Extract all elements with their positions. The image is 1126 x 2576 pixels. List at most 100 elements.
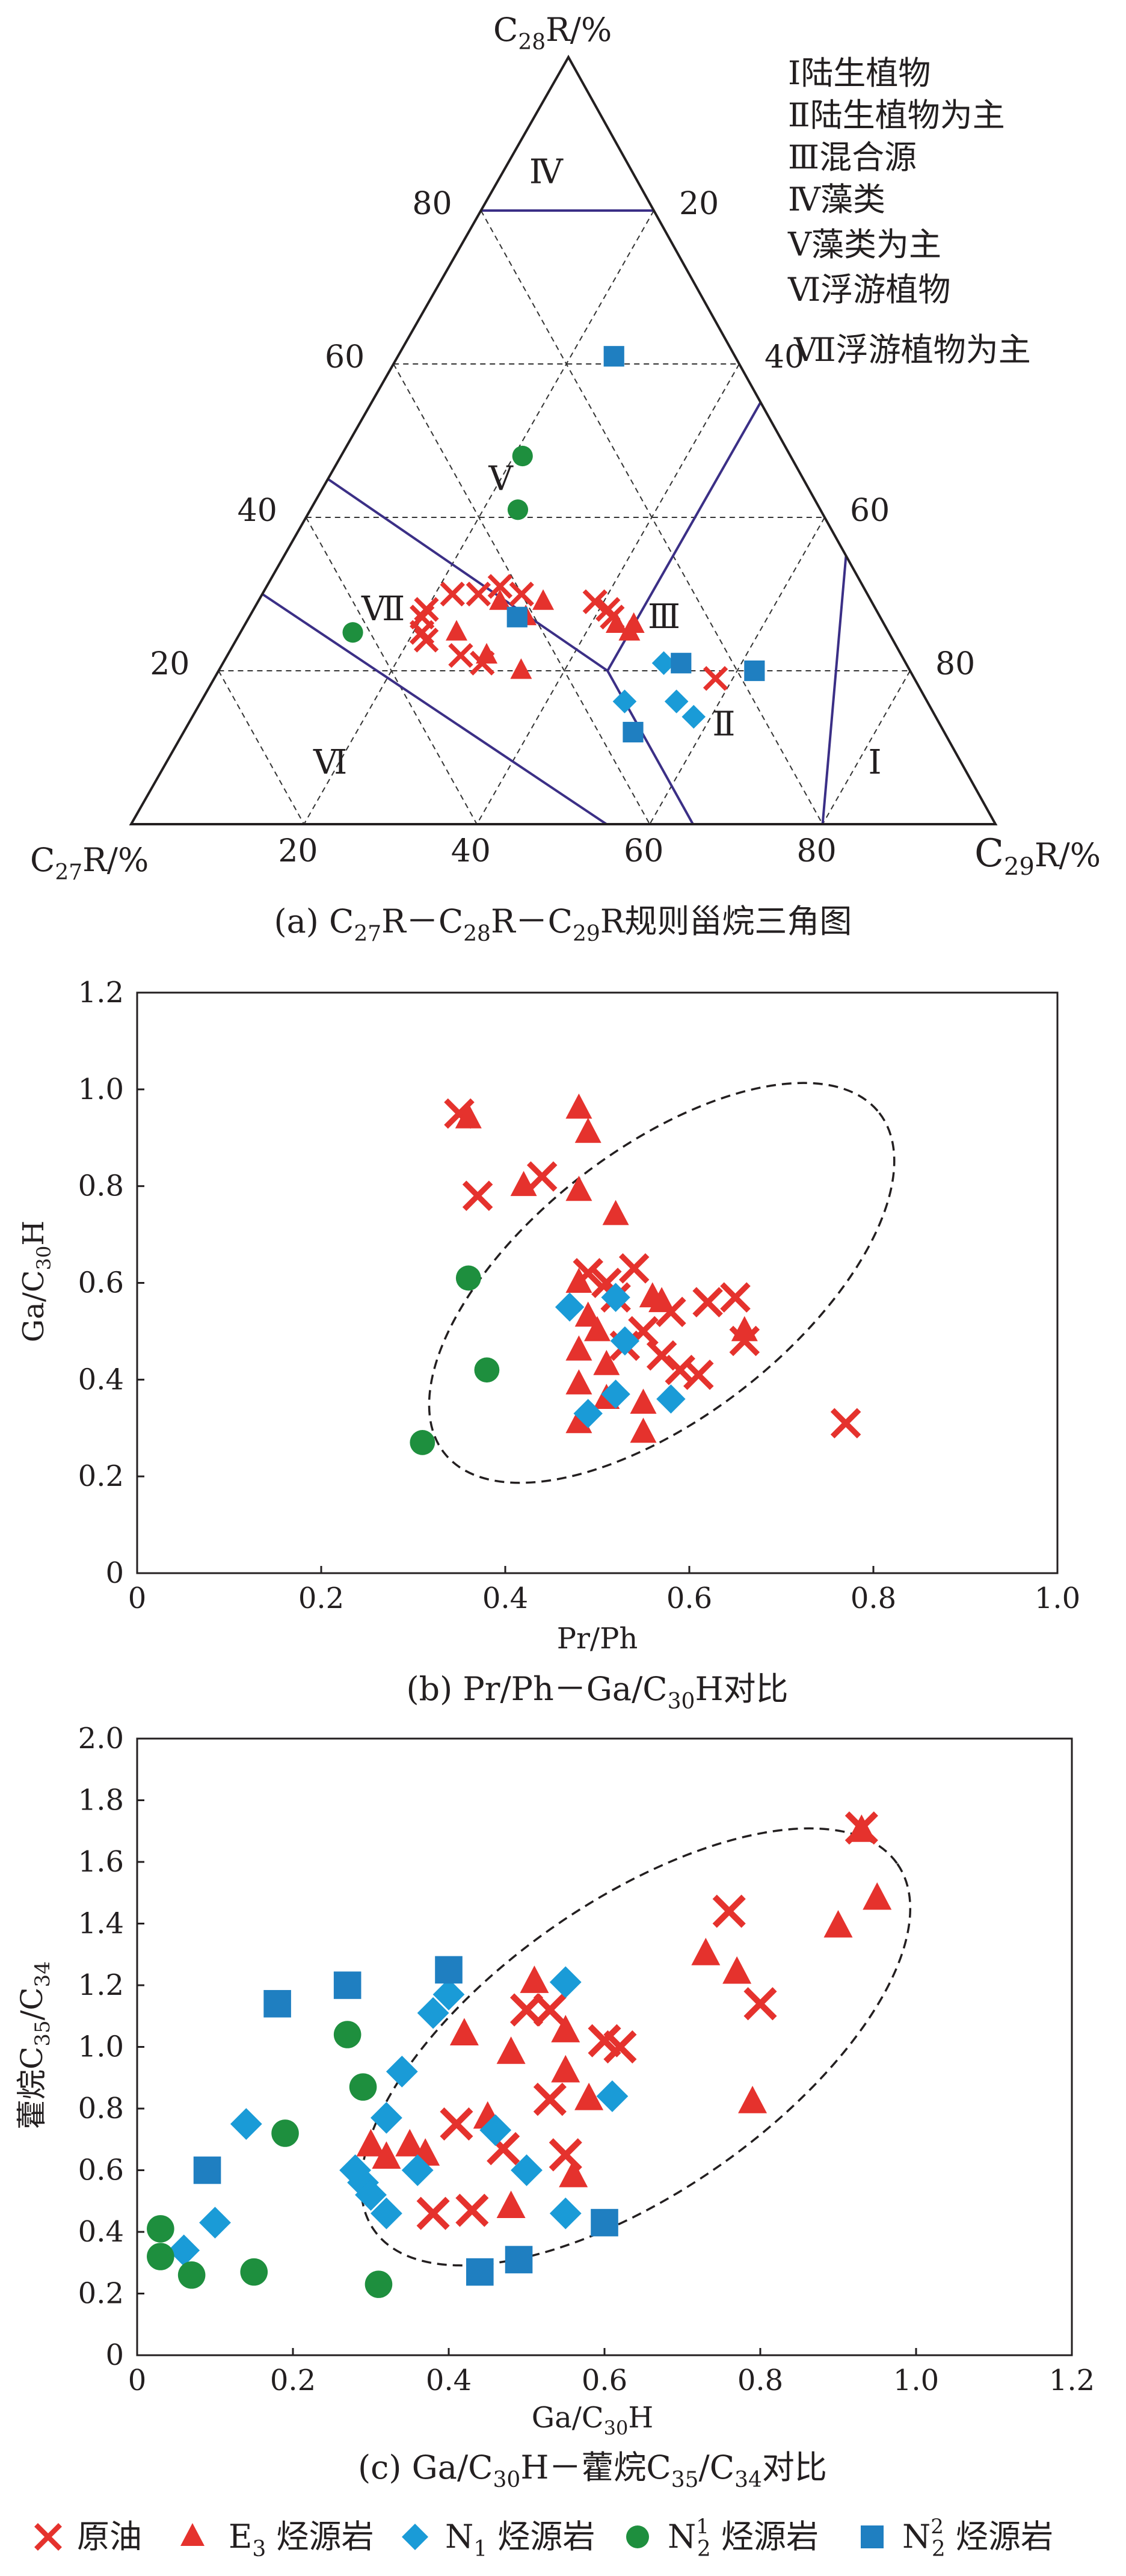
square-marker	[263, 1989, 291, 2018]
scatter-chart-b: 0 0.2 0.4 0.6 0.8 1.0 0 0.2 0.4 0.6 0.8 1.0 1.2 Pr/P…	[17, 976, 1080, 1714]
x-tick-label: 0.4	[482, 1582, 528, 1615]
x-marker	[416, 2196, 450, 2230]
x-marker	[830, 1408, 861, 1438]
diamond-marker	[168, 2234, 200, 2267]
apex-label-c27: C27R/%	[30, 841, 149, 885]
tick-label-left: 20	[150, 646, 189, 682]
triangle-marker	[863, 1882, 892, 1910]
diamond-marker	[511, 2154, 543, 2186]
y-tick-label: 0.8	[78, 1169, 124, 1203]
triangle-marker	[532, 589, 555, 610]
triangle-marker	[565, 1408, 592, 1434]
circle-marker	[240, 2258, 268, 2286]
triangle-marker	[648, 1287, 675, 1313]
x-marker-stroke	[526, 1161, 558, 1192]
x-marker-stroke	[600, 605, 625, 630]
x-marker-stroke	[440, 2107, 473, 2141]
x-marker-stroke	[533, 1993, 567, 2027]
tick-label-left: 40	[238, 493, 277, 529]
data-points-b	[410, 1093, 861, 1455]
tick-label-bottom: 60	[624, 833, 663, 869]
x-marker	[34, 2523, 62, 2551]
x-marker	[743, 1987, 777, 2021]
diamond-marker	[601, 1283, 630, 1312]
triangle-marker	[565, 1176, 592, 1201]
zone-boundary	[261, 593, 608, 825]
triangle-marker	[623, 612, 645, 633]
caption-c: (c) Ga/C30H－藿烷C35/C34对比	[358, 2448, 827, 2492]
square-marker	[505, 2246, 533, 2273]
zone-label: Ⅱ	[712, 704, 735, 744]
caption-b: (b) Pr/Ph－Ga/C30H对比	[406, 1670, 788, 1714]
ellipse-b	[428, 1082, 896, 1484]
triangle-marker	[574, 1117, 601, 1143]
triangle-marker	[565, 1268, 592, 1293]
diamond-marker	[656, 1384, 686, 1414]
tick-label-bottom: 80	[797, 833, 837, 869]
x-marker-stroke	[462, 1180, 493, 1212]
tick-label-right: 40	[765, 339, 804, 375]
legend-label-n1: N1 烃源岩	[445, 2518, 595, 2562]
x-marker-stroke	[830, 1408, 861, 1438]
triangle-marker	[847, 1814, 876, 1842]
triangle-marker	[476, 642, 498, 664]
y-tick-label: 1.2	[78, 1968, 124, 2002]
x-marker	[533, 1993, 567, 2027]
x-marker-stroke	[712, 1894, 746, 1928]
x-marker	[509, 581, 534, 607]
zone-legend-item: Ⅱ陆生植物为主	[788, 96, 1005, 134]
x-tick-label: 0.2	[270, 2364, 316, 2397]
x-marker-stroke	[440, 581, 465, 607]
y-tick-label: 0.4	[78, 1363, 124, 1396]
diamond-marker	[549, 1966, 582, 1998]
x-marker	[720, 1282, 751, 1313]
circle-marker	[365, 2270, 393, 2298]
x-tick-label: 0	[128, 1582, 147, 1615]
tick-label-right: 20	[679, 186, 719, 222]
tick-label-right: 80	[935, 646, 975, 682]
circle-marker	[455, 1265, 481, 1291]
x-marker-stroke	[34, 2523, 62, 2551]
zone-label: Ⅳ	[529, 152, 564, 191]
square-marker	[603, 346, 624, 367]
square-marker	[744, 660, 765, 682]
tick-label-bottom: 40	[451, 833, 491, 869]
x-marker	[440, 2107, 473, 2141]
zone-legend-item: Ⅴ藻类为主	[787, 226, 941, 263]
triangle-marker	[551, 2015, 580, 2042]
y-tick-label: 0.2	[78, 1459, 124, 1493]
ternary-gridlines	[218, 210, 911, 825]
square-marker	[506, 606, 528, 627]
zone-legend-item: Ⅶ浮游植物为主	[793, 331, 1031, 369]
diamond-marker	[610, 1326, 640, 1356]
triangle-marker	[602, 1200, 629, 1225]
triangle-marker	[496, 2190, 526, 2218]
x-marker-stroke	[603, 2030, 637, 2064]
x-tick-label: 0	[128, 2364, 147, 2397]
triangle-marker	[446, 620, 467, 641]
x-tick-label: 0.8	[737, 2364, 783, 2397]
y-tick-label: 0	[105, 2338, 124, 2372]
y-tick-label: 0	[105, 1556, 124, 1590]
tick-label-right: 60	[850, 493, 890, 529]
diamond-marker	[651, 651, 676, 676]
triangle-marker	[520, 1965, 549, 1993]
x-marker	[455, 2193, 489, 2227]
gridline-c29	[303, 210, 654, 825]
x-marker	[533, 2083, 567, 2116]
triangle-marker	[630, 1388, 657, 1414]
x-marker-stroke	[466, 581, 491, 607]
x-marker-stroke	[448, 642, 473, 668]
x-tick-label: 0.6	[666, 1582, 712, 1615]
legend: 原油 E3 烃源岩 N1 烃源岩 N1 2 烃源岩 N2 2 烃源岩	[34, 2515, 1053, 2562]
triangle-marker	[593, 1349, 620, 1375]
plot-frame-c	[136, 1737, 1073, 2356]
circle-marker	[474, 1357, 500, 1383]
x-marker	[665, 1354, 695, 1385]
x-tick-label: 1.2	[1049, 2364, 1095, 2397]
x-marker	[603, 2030, 637, 2064]
x-marker-stroke	[487, 2132, 520, 2166]
square-marker	[193, 2156, 221, 2184]
legend-label-e3: E3 烃源岩	[229, 2518, 374, 2562]
